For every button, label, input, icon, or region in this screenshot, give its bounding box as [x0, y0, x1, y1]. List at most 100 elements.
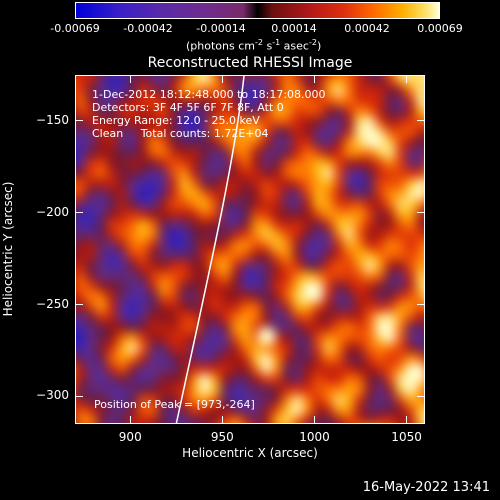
heatmap-cell: [251, 147, 262, 159]
heatmap-cell: [158, 260, 170, 272]
heatmap-cell: [106, 127, 118, 139]
heatmap-cell: [415, 137, 424, 149]
heatmap-cell: [405, 271, 417, 283]
heatmap-cell: [323, 281, 335, 293]
heatmap-cell: [189, 199, 201, 211]
heatmap-cell: [415, 250, 424, 262]
heatmap-cell: [281, 353, 293, 365]
heatmap-cell: [240, 106, 252, 118]
heatmap-cell: [240, 178, 252, 190]
heatmap-cell: [302, 363, 314, 375]
heatmap-cell: [220, 168, 232, 180]
heatmap-cell: [281, 137, 293, 149]
heatmap-cell: [189, 178, 201, 190]
heatmap-cell: [333, 353, 345, 365]
heatmap-cell: [354, 178, 366, 190]
heatmap-cell: [343, 76, 355, 87]
heatmap-cell: [106, 404, 118, 416]
heatmap-cell: [323, 188, 335, 200]
heatmap-cell: [220, 178, 232, 190]
heatmap-cell: [168, 332, 180, 344]
heatmap-cell: [343, 240, 355, 252]
heatmap-cell: [199, 394, 211, 406]
heatmap-cell: [415, 332, 424, 344]
heatmap-cell: [395, 188, 407, 200]
heatmap-cell: [343, 271, 355, 283]
heatmap-cell: [374, 116, 386, 128]
heatmap-cell: [323, 199, 335, 211]
heatmap-cell: [323, 96, 335, 108]
colorbar-label: (photons cm-2 s-1 asec-2): [186, 38, 322, 53]
heatmap-cell: [230, 373, 242, 385]
heatmap-cell: [220, 96, 232, 108]
heatmap-cell: [86, 414, 98, 423]
heatmap-cell: [96, 322, 108, 334]
heatmap-cell: [261, 178, 273, 190]
heatmap-cell: [302, 76, 314, 87]
heatmap-cell: [343, 106, 355, 118]
heatmap-cell: [199, 250, 211, 262]
heatmap-cell: [137, 209, 149, 221]
heatmap-cell: [292, 312, 304, 324]
heatmap-cell: [302, 158, 314, 169]
heatmap-cell: [76, 116, 87, 128]
heatmap-cell: [385, 291, 396, 303]
heatmap-cell: [158, 414, 170, 423]
heatmap-cell: [96, 312, 108, 324]
heatmap-cell: [178, 394, 190, 406]
heatmap-cell: [240, 394, 252, 406]
heatmap-cell: [189, 209, 201, 221]
heatmap-cell: [302, 240, 314, 252]
heatmap-cell: [117, 86, 129, 98]
heatmap-cell: [302, 312, 314, 324]
heatmap-cell: [395, 343, 407, 354]
heatmap-cell: [271, 240, 283, 252]
heatmap-cell: [127, 158, 139, 169]
heatmap-cell: [199, 343, 211, 354]
heatmap-cell: [86, 168, 98, 180]
heatmap-cell: [230, 86, 242, 98]
heatmap-cell: [271, 281, 283, 293]
heatmap-cell: [312, 76, 324, 87]
heatmap-cell: [323, 106, 335, 118]
heatmap-cell: [230, 271, 242, 283]
heatmap-cell: [209, 363, 221, 375]
heatmap-cell: [158, 301, 170, 313]
heatmap-cell: [199, 271, 211, 283]
heatmap-cell: [251, 116, 262, 128]
heatmap-cell: [271, 137, 283, 149]
heatmap-cell: [106, 384, 118, 396]
heatmap-cell: [323, 291, 335, 303]
heatmap-cell: [292, 147, 304, 159]
heatmap-cell: [251, 230, 262, 241]
heatmap-cell: [405, 322, 417, 334]
heatmap-cell: [374, 301, 386, 313]
heatmap-cell: [209, 281, 221, 293]
heatmap-cell: [199, 353, 211, 365]
heatmap-cell: [343, 168, 355, 180]
heatmap-cell: [220, 250, 232, 262]
heatmap-cell: [117, 188, 129, 200]
heatmap-cell: [271, 178, 283, 190]
heatmap-cell: [96, 76, 108, 87]
heatmap-cell: [292, 199, 304, 211]
heatmap-cell: [168, 76, 180, 87]
heatmap-cell: [199, 281, 211, 293]
heatmap-cell: [281, 240, 293, 252]
heatmap-cell: [117, 260, 129, 272]
heatmap-cell: [405, 76, 417, 87]
heatmap-cell: [220, 271, 232, 283]
heatmap-cell: [364, 322, 376, 334]
heatmap-cell: [220, 230, 232, 241]
heatmap-cell: [240, 384, 252, 396]
heatmap-cell: [240, 363, 252, 375]
heatmap-cell: [86, 137, 98, 149]
y-tick-label: −150: [36, 112, 69, 127]
heatmap-cell: [354, 127, 366, 139]
heatmap-cell: [76, 240, 87, 252]
heatmap-cell: [148, 127, 159, 139]
heatmap-cell: [86, 116, 98, 128]
heatmap-cell: [251, 301, 262, 313]
heatmap-cell: [127, 106, 139, 118]
heatmap-cell: [405, 147, 417, 159]
